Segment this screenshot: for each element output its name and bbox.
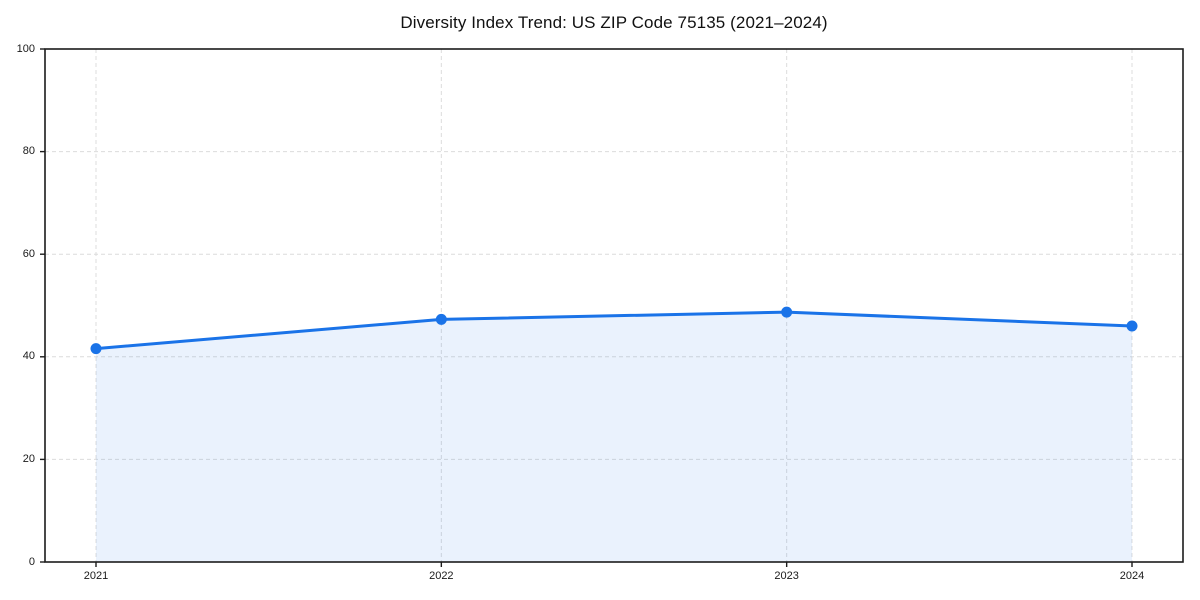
y-axis-tick-label: 0 (28, 555, 35, 568)
x-axis-tick-label: 2021 (83, 570, 109, 582)
data-point-marker (90, 343, 102, 355)
data-point-marker (1126, 320, 1138, 332)
x-axis-tick-label: 2023 (774, 570, 799, 582)
y-axis-tick-label: 60 (22, 247, 35, 260)
trend-line (94, 310, 1134, 351)
axes-spines (44, 48, 1184, 563)
area-fill (96, 312, 1132, 562)
data-point-marker (781, 306, 793, 318)
y-axis-tick-label: 40 (22, 350, 35, 363)
y-axis-tick-label: 100 (16, 42, 35, 55)
y-axis-tick-label: 20 (22, 452, 35, 465)
data-point-marker (435, 313, 447, 325)
x-axis-tick-label: 2022 (429, 570, 454, 582)
y-axis-tick-label: 80 (22, 145, 35, 158)
x-axis-tick-label: 2024 (1119, 570, 1145, 582)
chart-title: Diversity Index Trend: US ZIP Code 75135… (400, 13, 828, 32)
